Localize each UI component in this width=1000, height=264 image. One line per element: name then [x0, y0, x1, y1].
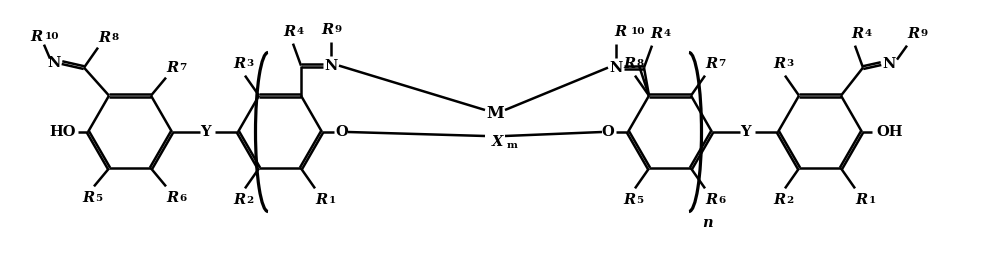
Text: 9: 9	[920, 29, 928, 38]
Text: N: N	[47, 56, 61, 70]
Text: R: R	[705, 56, 717, 71]
Text: R: R	[30, 30, 42, 44]
Text: R: R	[98, 31, 110, 45]
Text: R: R	[82, 191, 94, 205]
Text: R: R	[851, 27, 863, 41]
Text: 4: 4	[864, 29, 872, 38]
Text: 9: 9	[334, 25, 342, 34]
Text: R: R	[166, 191, 178, 205]
Text: 2: 2	[246, 196, 254, 205]
Text: HO: HO	[50, 125, 76, 139]
Text: O: O	[602, 125, 614, 139]
Text: 1: 1	[328, 196, 336, 205]
Text: 7: 7	[718, 59, 726, 68]
Text: 5: 5	[95, 194, 103, 203]
Text: R: R	[773, 56, 785, 71]
Text: N: N	[609, 61, 623, 75]
Text: R: R	[614, 25, 626, 39]
Text: 6: 6	[718, 196, 726, 205]
Text: X: X	[491, 135, 503, 149]
Text: 4: 4	[296, 27, 304, 36]
Text: R: R	[283, 25, 295, 39]
Text: 3: 3	[246, 59, 254, 68]
Text: 5: 5	[636, 196, 644, 205]
Text: R: R	[623, 193, 635, 208]
Text: 4: 4	[663, 29, 671, 38]
Text: N: N	[324, 59, 338, 73]
Text: R: R	[233, 193, 245, 208]
Text: 2: 2	[786, 196, 794, 205]
Text: R: R	[855, 193, 867, 208]
Text: 10: 10	[631, 27, 645, 36]
Text: O: O	[336, 125, 348, 139]
Text: R: R	[907, 27, 919, 41]
Text: 1: 1	[868, 196, 876, 205]
Text: R: R	[315, 193, 327, 208]
Text: R: R	[650, 27, 662, 41]
Text: 8: 8	[111, 33, 119, 42]
Text: R: R	[623, 56, 635, 71]
Text: R: R	[166, 61, 178, 75]
Text: Y: Y	[200, 125, 210, 139]
Text: R: R	[705, 193, 717, 208]
Text: R: R	[233, 56, 245, 71]
Text: OH: OH	[877, 125, 903, 139]
Text: 7: 7	[179, 63, 187, 72]
Text: n: n	[702, 216, 712, 230]
Text: 8: 8	[636, 59, 644, 68]
Text: 3: 3	[786, 59, 794, 68]
Text: M: M	[486, 106, 504, 122]
Text: m: m	[507, 140, 517, 149]
Text: N: N	[882, 56, 896, 71]
Text: R: R	[321, 23, 333, 37]
Text: 6: 6	[179, 194, 187, 203]
Text: R: R	[773, 193, 785, 208]
Text: 10: 10	[45, 32, 59, 41]
Text: Y: Y	[740, 125, 750, 139]
